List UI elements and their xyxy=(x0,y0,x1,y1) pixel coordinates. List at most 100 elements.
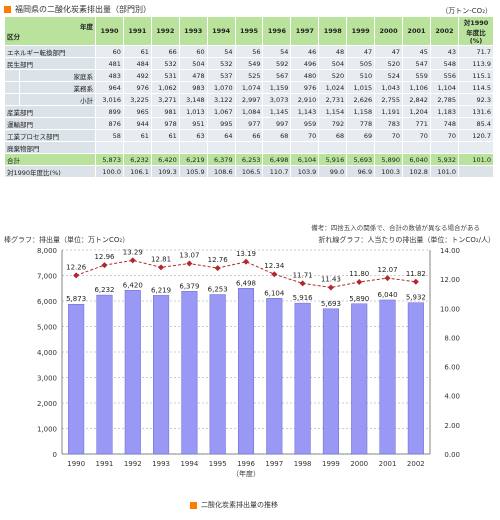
total-cell: 5,693 xyxy=(346,153,376,166)
table-cell: 2,842 xyxy=(402,93,431,106)
left-tick-label: 5,000 xyxy=(37,324,57,332)
right-axis-title: 折れ線グラフ：人当たりの排出量（単位：トンCO₂/人） xyxy=(318,235,495,244)
line-value-label: 11.71 xyxy=(293,271,313,279)
row-label: 民生部門 xyxy=(3,57,97,70)
bar-value-label: 6,040 xyxy=(378,291,398,299)
table-cell: 496 xyxy=(290,57,320,70)
right-tick-label: 4.00 xyxy=(444,393,460,401)
ratio-row-cell: 102.8 xyxy=(402,165,431,178)
year-header: 1999 xyxy=(346,16,376,46)
emissions-table: 年度 区分 1990 1991 1992 1993 1994 1995 1996 1997 1998… xyxy=(3,16,494,178)
table-cell: 520 xyxy=(318,69,348,82)
x-tick-label: 1999 xyxy=(322,460,340,468)
line-point xyxy=(384,275,391,282)
line-value-label: 11.80 xyxy=(349,270,369,278)
bar-value-label: 6,379 xyxy=(179,282,199,290)
table-cell: 3,225 xyxy=(122,93,152,106)
table-cell: 504 xyxy=(178,57,208,70)
right-tick-label: 8.00 xyxy=(444,334,460,342)
table-cell: 549 xyxy=(234,57,264,70)
ratio-cell: 115.1 xyxy=(458,69,494,82)
table-title-text: 福岡県の二酸化炭素排出量（部門別） xyxy=(15,5,151,14)
table-cell: 977 xyxy=(234,117,264,130)
row-label: 家庭系 xyxy=(19,69,97,82)
x-tick-label: 1995 xyxy=(209,460,227,468)
emissions-chart: 棒グラフ：排出量（単位：万トンCO₂） 折れ線グラフ：人当たりの排出量（単位：トン… xyxy=(4,235,495,478)
bar xyxy=(294,302,311,455)
ratio-cell: 113.9 xyxy=(458,57,494,70)
table-cell: 995 xyxy=(206,117,236,130)
table-title: 福岡県の二酸化炭素排出量（部門別） xyxy=(4,4,151,15)
table-cell: 525 xyxy=(234,69,264,82)
right-tick-label: 0.00 xyxy=(444,451,460,459)
total-cell: 5,873 xyxy=(95,153,124,166)
row-label: 工業プロセス部門 xyxy=(3,129,97,142)
ratio-row-cell: 106.5 xyxy=(234,165,264,178)
table-cell: 69 xyxy=(346,129,376,142)
table-row: エネルギー転換部門 60 61 66 60 54 56 54 46 48 47 47 45 43 71.7 xyxy=(3,45,494,58)
line-point xyxy=(158,264,165,271)
table-cell xyxy=(374,141,404,154)
table-cell xyxy=(150,141,180,154)
x-axis-title: （年度） xyxy=(232,469,260,478)
year-header: 1993 xyxy=(178,16,208,46)
table-cell: 492 xyxy=(122,69,152,82)
table-cell: 47 xyxy=(374,45,404,58)
table-cell: 1,067 xyxy=(206,105,236,118)
bar xyxy=(379,299,396,455)
ratio-row-cell: 96.9 xyxy=(346,165,376,178)
table-cell: 981 xyxy=(150,105,180,118)
total-cell: 6,253 xyxy=(234,153,264,166)
table-cell: 3,073 xyxy=(262,93,292,106)
left-tick-label: 8,000 xyxy=(37,247,57,255)
ratio-row-blank xyxy=(458,165,494,178)
total-cell: 6,104 xyxy=(290,153,320,166)
table-cell: 70 xyxy=(290,129,320,142)
table-cell: 2,731 xyxy=(318,93,348,106)
x-tick-label: 2002 xyxy=(407,460,425,468)
table-cell: 3,271 xyxy=(150,93,180,106)
year-header: 2001 xyxy=(402,16,431,46)
table-row: 運輸部門 876 944 978 951 995 977 997 959 792 778 783 771… xyxy=(3,117,494,130)
bar xyxy=(266,298,283,455)
table-cell: 70 xyxy=(374,129,404,142)
line-value-label: 12.96 xyxy=(94,253,115,261)
table-cell: 556 xyxy=(429,69,460,82)
left-tick-label: 3,000 xyxy=(37,375,57,383)
line-point xyxy=(356,279,363,286)
table-cell: 47 xyxy=(346,45,376,58)
x-tick-label: 1993 xyxy=(152,460,170,468)
total-cell: 6,219 xyxy=(178,153,208,166)
table-cell: 2,910 xyxy=(290,93,320,106)
table-cell: 3,122 xyxy=(206,93,236,106)
table-cell: 559 xyxy=(402,69,431,82)
total-cell: 6,040 xyxy=(402,153,431,166)
table-cell: 976 xyxy=(122,81,152,94)
table-cell: 1,158 xyxy=(346,105,376,118)
table-cell: 978 xyxy=(150,117,180,130)
ratio-row-cell: 100.3 xyxy=(374,165,404,178)
table-cell: 2,755 xyxy=(374,93,404,106)
table-cell: 1,204 xyxy=(402,105,431,118)
table-cell: 965 xyxy=(122,105,152,118)
total-cell: 5,932 xyxy=(429,153,460,166)
table-cell: 1,070 xyxy=(206,81,236,94)
table-cell: 60 xyxy=(178,45,208,58)
bar xyxy=(237,288,255,455)
table-cell xyxy=(262,141,292,154)
table-cell: 3,016 xyxy=(95,93,124,106)
table-cell: 567 xyxy=(262,69,292,82)
ratio-header: 対1990年度比(%) xyxy=(458,16,494,46)
line-point xyxy=(129,257,136,264)
x-tick-label: 2000 xyxy=(350,460,368,468)
table-cell: 1,013 xyxy=(178,105,208,118)
x-tick-label: 1992 xyxy=(124,460,142,468)
legend-marker-icon xyxy=(190,501,197,509)
right-tick-label: 6.00 xyxy=(444,364,460,372)
left-tick-label: 0 xyxy=(53,451,57,459)
table-cell: 997 xyxy=(262,117,292,130)
ratio-cell: 120.7 xyxy=(458,129,494,142)
ratio-row-cell: 101.0 xyxy=(429,165,460,178)
x-tick-label: 1994 xyxy=(180,460,198,468)
